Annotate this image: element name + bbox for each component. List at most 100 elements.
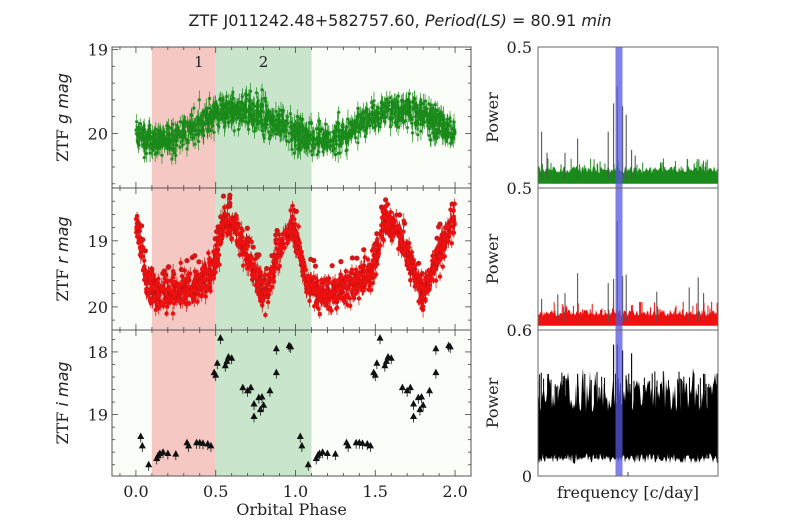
data-point [184,137,188,142]
data-point [206,250,211,256]
data-point [236,243,241,248]
data-point [228,108,232,112]
data-point [323,122,328,126]
lightcurve-panel-g: 1 2 19 20 ZTF g mag [53,41,472,189]
data-point [291,133,295,138]
data-point [293,124,298,128]
data-point [317,311,323,317]
data-point [337,134,341,139]
data-point [136,125,141,130]
data-point [429,103,433,107]
data-point [438,131,442,135]
data-point [448,119,453,124]
data-point [427,133,431,138]
data-point [396,125,400,129]
data-point [180,143,185,147]
data-point [201,132,205,136]
data-point [308,291,313,296]
data-point [408,277,413,283]
data-point [167,139,171,144]
data-point [393,105,397,109]
data-point [244,93,249,98]
data-point [154,138,158,143]
data-point [247,92,251,97]
data-point [194,128,198,133]
data-point [318,136,322,141]
data-point [316,131,321,136]
data-point [158,128,163,133]
data-point [234,107,238,112]
data-point [272,118,276,123]
data-point [400,99,405,104]
data-point [262,136,267,140]
data-point [412,97,417,101]
data-point [254,117,258,122]
data-point [235,104,240,109]
data-point [290,203,295,209]
data-point [356,125,360,130]
data-point [370,280,375,286]
data-point [156,129,161,134]
data-point [317,140,321,145]
data-point [413,104,418,109]
data-point [244,107,248,112]
data-point [447,123,451,128]
data-point [256,109,261,114]
data-point [271,120,275,125]
data-point [448,116,452,120]
data-point [246,108,251,112]
data-point [234,113,238,117]
data-point [425,117,430,122]
data-point [160,138,164,143]
data-point [340,132,345,137]
data-point [340,281,345,287]
data-point [134,217,140,222]
data-point [149,134,153,139]
data-point [324,138,328,142]
data-point [266,110,271,115]
data-point [134,128,138,132]
data-point [252,114,256,118]
data-point [265,122,270,127]
data-point [218,111,223,115]
data-point [414,105,419,109]
data-point [307,121,312,125]
data-point [414,123,418,128]
data-point [310,131,315,135]
data-point [317,128,322,132]
data-point [212,130,216,135]
data-point [134,131,139,136]
data-point [193,133,197,137]
data-point [429,124,433,129]
data-point [371,110,375,115]
data-point [449,132,453,136]
data-point [405,125,410,130]
data-point [341,122,345,126]
data-point [256,99,261,103]
data-point [277,112,281,117]
data-point [358,264,363,270]
data-point [399,111,404,116]
data-point [185,147,189,151]
data-point [418,99,423,103]
data-point [171,146,176,151]
data-point [359,121,364,125]
data-point [326,138,331,143]
data-point [434,117,438,122]
data-point [281,119,286,123]
data-point [407,102,411,107]
data-point [237,115,242,120]
data-point [228,101,233,105]
data-point [336,151,340,156]
data-point [357,123,362,128]
data-point [418,103,422,108]
data-point [172,134,177,138]
data-point [178,260,183,266]
data-point [217,262,222,267]
data-point [334,306,339,311]
data-point [416,132,420,137]
data-point [175,130,180,134]
data-point [236,127,241,132]
data-point [317,150,321,154]
data-point [297,128,302,133]
